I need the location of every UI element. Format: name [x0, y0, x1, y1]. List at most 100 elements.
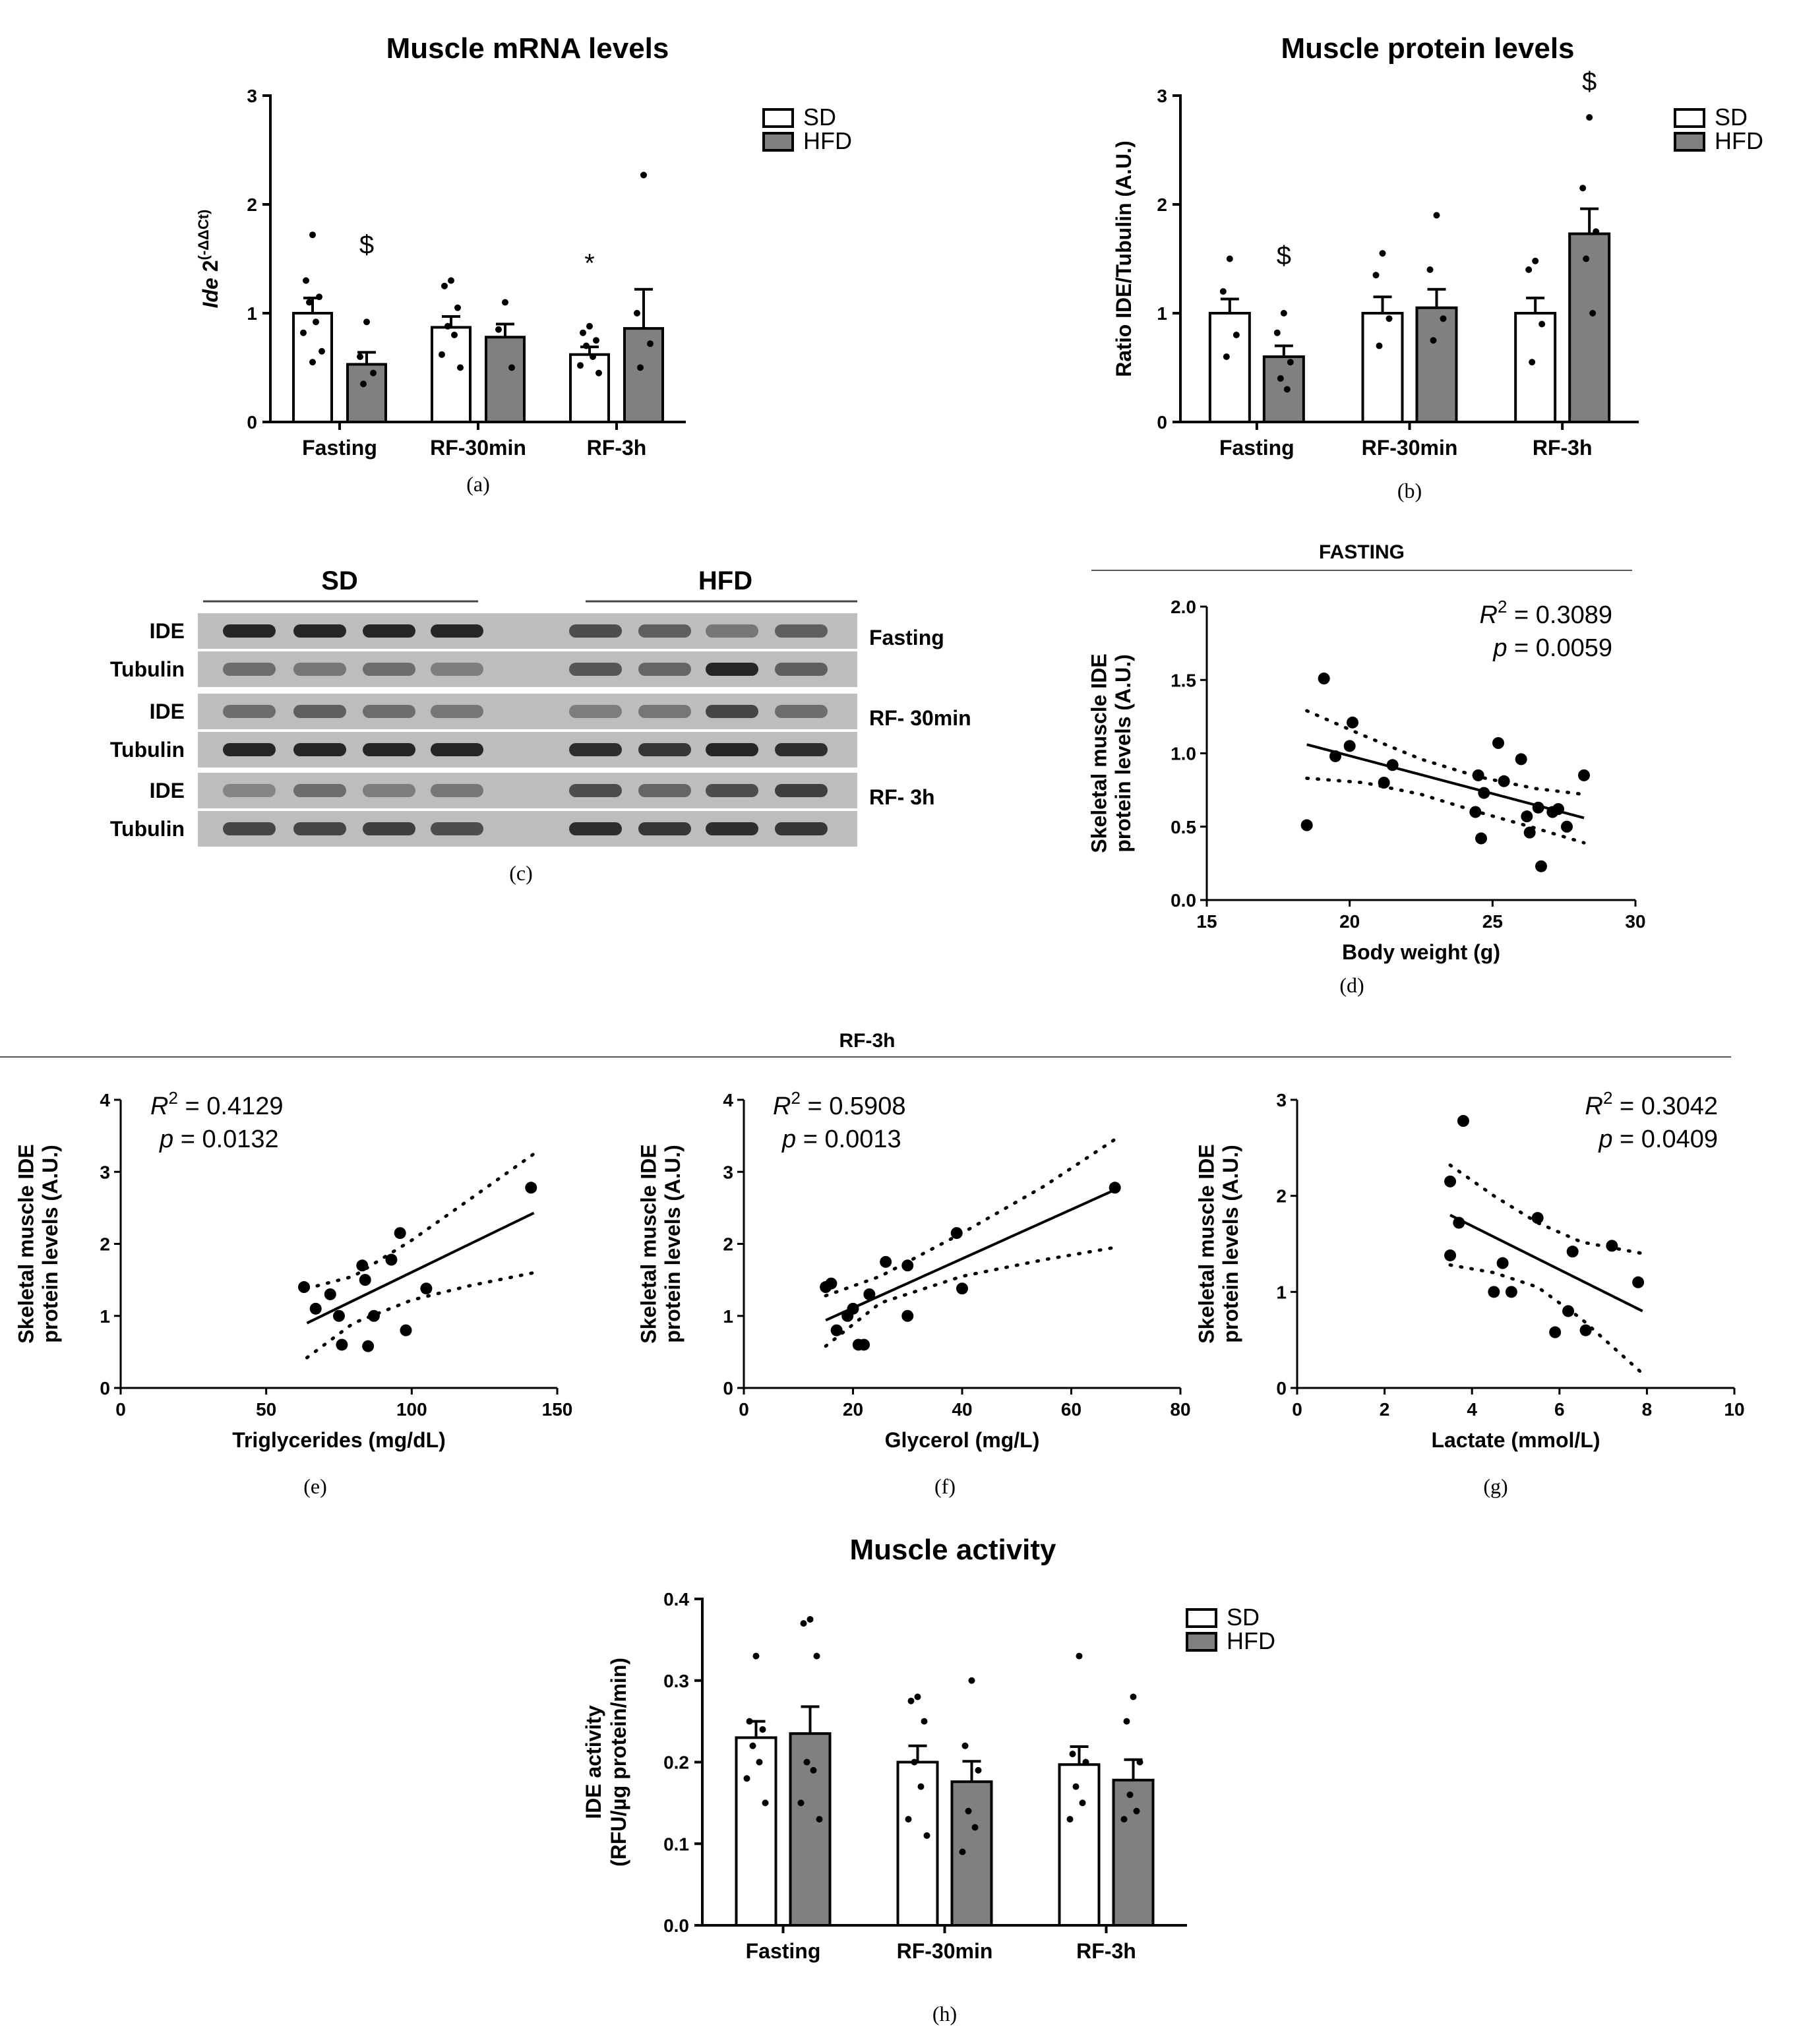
blot-band	[293, 784, 346, 797]
data-point	[1492, 736, 1504, 749]
bar-hfd-rf-30min	[950, 1780, 993, 1927]
data-point	[637, 364, 644, 371]
regression-line	[825, 1188, 1116, 1322]
data-point	[367, 1309, 380, 1322]
p-value-label: p = 0.0132	[159, 1126, 279, 1153]
data-point	[1532, 257, 1539, 264]
x-tick-label: 40	[952, 1399, 972, 1420]
data-point	[1433, 212, 1440, 219]
data-point	[1430, 337, 1437, 344]
blot-band	[569, 784, 622, 797]
blot-row-label-tubulin: Tubulin	[110, 738, 185, 762]
r-squared-label: R2 = 0.5908	[773, 1088, 905, 1120]
data-point	[1529, 359, 1536, 366]
data-point	[1219, 288, 1227, 295]
legend-label-hfd: HFD	[1227, 1627, 1275, 1654]
legend-label-sd: SD	[803, 104, 836, 131]
blot-band	[431, 743, 483, 756]
data-point	[457, 364, 464, 371]
data-point	[1444, 1175, 1457, 1187]
data-point	[1109, 1182, 1121, 1194]
blot-band	[223, 743, 276, 756]
blot-band	[775, 822, 828, 835]
data-point	[759, 1726, 766, 1733]
blot-band	[706, 705, 758, 718]
data-point	[863, 1288, 876, 1300]
data-point	[1561, 820, 1573, 833]
y-axis-label-line-2: (RFU/µg protein/min)	[607, 1658, 630, 1867]
blot-band	[638, 624, 691, 638]
data-point	[502, 299, 508, 306]
p-value: = 0.0059	[1507, 634, 1612, 662]
legend-swatch-hfd	[1674, 132, 1705, 152]
y-axis-label-line-2: protein levels (A.U.)	[1219, 1145, 1242, 1343]
data-point	[1082, 1758, 1089, 1766]
p-value-label: p = 0.0013	[781, 1126, 901, 1153]
data-point	[907, 1697, 915, 1704]
data-point	[1329, 750, 1341, 762]
y-axis-label-line-2: protein levels (A.U.)	[38, 1145, 62, 1343]
y-tick-label: 2	[100, 1234, 110, 1255]
confidence-band-lower	[1448, 1263, 1645, 1375]
data-point	[360, 380, 367, 388]
blot-band	[569, 624, 622, 638]
data-point	[1472, 769, 1484, 781]
blot-band	[706, 822, 758, 835]
data-point	[1552, 803, 1564, 816]
blot-condition-label: RF- 30min	[869, 706, 971, 730]
blot-group-hfd: HFD	[698, 566, 752, 595]
data-point	[1372, 272, 1380, 279]
data-point	[319, 347, 325, 355]
data-point	[1579, 185, 1587, 192]
data-point	[1069, 1751, 1076, 1758]
data-point	[385, 1253, 398, 1266]
data-point	[1453, 1217, 1465, 1229]
data-point	[1457, 1115, 1469, 1127]
p-value-label: p = 0.0409	[1598, 1126, 1718, 1153]
chart-title: Muscle mRNA levels	[386, 32, 669, 65]
confidence-band-lower	[824, 1246, 1117, 1348]
y-tick-label: 3	[247, 86, 257, 106]
x-tick-label: 0	[739, 1399, 749, 1420]
data-point	[921, 1718, 928, 1725]
data-point	[640, 171, 647, 179]
x-tick-label: RF-30min	[1362, 436, 1458, 460]
blot-band	[775, 743, 828, 756]
r-squared-superscript: 2	[168, 1088, 177, 1108]
data-point	[356, 1259, 369, 1272]
data-point	[1535, 860, 1547, 872]
data-point	[303, 277, 309, 284]
bar-hfd-rf-3h	[1568, 232, 1611, 423]
blot-band	[775, 705, 828, 718]
x-tick-label: 8	[1642, 1399, 1653, 1420]
data-point	[797, 1799, 805, 1807]
blot-band	[569, 663, 622, 676]
blot-band	[293, 624, 346, 638]
panel-d-fasting-scatter: FASTING 0.0 0.5 1.0 1.5 2.0 15 20 25 30 Body weigh…	[1087, 541, 1645, 997]
data-point	[1130, 1693, 1137, 1700]
blot-band	[363, 705, 415, 718]
data-point	[1300, 819, 1313, 831]
bar-sd-rf-3h	[569, 353, 610, 424]
data-point	[400, 1324, 412, 1337]
regression-line	[306, 1211, 535, 1325]
data-point	[971, 1824, 979, 1831]
y-tick-label: 0	[247, 412, 257, 433]
confidence-band-lower	[305, 1271, 536, 1360]
blot-band	[293, 705, 346, 718]
data-point	[901, 1259, 914, 1272]
y-tick-label: 0.0	[1171, 890, 1196, 911]
data-point	[1076, 1652, 1083, 1660]
data-point	[309, 1302, 322, 1315]
bar-sd-rf-30min	[431, 326, 472, 424]
blot-band	[431, 624, 483, 638]
data-point	[1426, 266, 1434, 273]
p-value: = 0.0132	[173, 1126, 279, 1153]
y-tick-label: 2	[1157, 195, 1167, 215]
y-tick-label: 0.0	[663, 1915, 689, 1936]
data-point	[810, 1766, 817, 1774]
y-tick-label: 3	[1157, 86, 1167, 106]
x-axis-label: Lactate (mmol/L)	[1431, 1428, 1600, 1452]
y-axis-label-line-1: Skeletal muscle IDE	[14, 1144, 38, 1343]
